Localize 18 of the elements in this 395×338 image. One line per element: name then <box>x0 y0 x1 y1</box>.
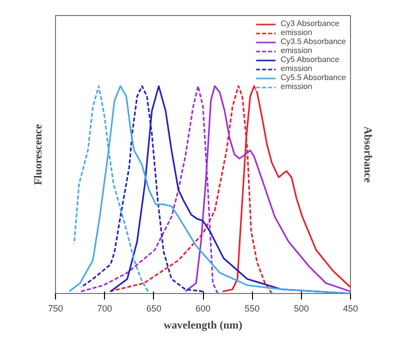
legend-label: Cy3.5 Absorbance <box>280 37 346 46</box>
x-tick-label: 500 <box>294 304 309 314</box>
x-tick-label: 700 <box>97 304 112 314</box>
x-axis-title: wavelength (nm) <box>164 320 243 332</box>
y2-axis-title: Absorbance <box>362 126 374 183</box>
x-tick-label: 750 <box>48 304 64 314</box>
x-tick-label: 450 <box>342 304 358 314</box>
legend-label: Cy3 Absorbance <box>280 19 340 28</box>
legend-label: emission <box>280 82 312 91</box>
y-axis-title: Fluorescence <box>32 124 44 185</box>
x-tick-label: 650 <box>146 304 162 314</box>
legend-label: emission <box>280 46 312 55</box>
x-tick-label: 550 <box>244 304 260 314</box>
legend-label: emission <box>280 64 312 73</box>
legend-label: emission <box>280 28 312 37</box>
legend-label: Cy5.5 Absorbance <box>280 73 346 82</box>
x-tick-label: 600 <box>195 304 211 314</box>
legend-label: Cy5 Absorbance <box>280 55 340 64</box>
